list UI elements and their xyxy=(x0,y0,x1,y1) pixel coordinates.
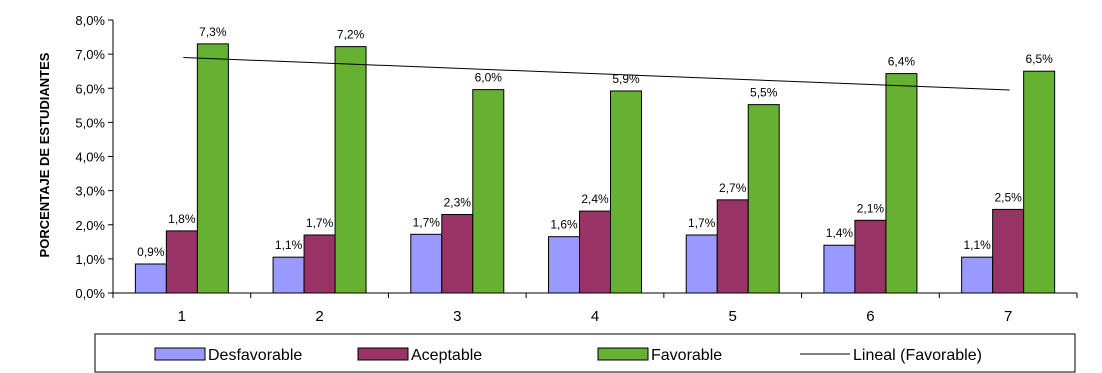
x-tick-label: 4 xyxy=(591,308,599,325)
bar-desfavorable xyxy=(823,244,856,294)
y-tick-label: 1,0% xyxy=(75,252,105,267)
data-label: 1,1% xyxy=(275,238,303,252)
x-tick-label: 5 xyxy=(729,308,737,325)
bar-aceptable xyxy=(716,199,749,294)
trendline-line xyxy=(183,57,1010,91)
bar-aceptable xyxy=(992,208,1025,294)
data-label: 2,7% xyxy=(719,181,747,195)
data-label: 7,2% xyxy=(337,28,365,42)
legend-label: Lineal (Favorable) xyxy=(853,347,982,364)
data-label: 2,3% xyxy=(444,196,472,210)
y-tick-label: 5,0% xyxy=(75,115,105,130)
data-label: 0,9% xyxy=(137,245,165,259)
x-axis: 1 2 3 4 5 6 7 xyxy=(112,292,1078,325)
y-tick-label: 2,0% xyxy=(75,218,105,233)
legend-swatch-desfavorable xyxy=(154,347,206,361)
data-label: 1,7% xyxy=(688,216,716,230)
x-tick-label: 3 xyxy=(453,308,461,325)
legend-label: Desfavorable xyxy=(208,347,302,364)
bar-aceptable xyxy=(303,234,336,294)
y-tick-label: 3,0% xyxy=(75,184,105,199)
y-tick-label: 6,0% xyxy=(75,81,105,96)
y-axis: 0,0% 1,0% 2,0% 3,0% 4,0% 5,0% 6,0% 7,0% 8,0% xyxy=(75,13,114,301)
legend-swatch-aceptable xyxy=(357,347,409,361)
data-label: 6,4% xyxy=(888,55,916,69)
legend: Desfavorable Aceptable Favorable Lineal (Fa… xyxy=(94,333,1076,373)
bar-aceptable xyxy=(854,219,887,294)
bar-favorable xyxy=(747,104,780,294)
x-tick-label: 1 xyxy=(178,308,186,325)
bar-desfavorable xyxy=(410,233,443,294)
bar-favorable xyxy=(885,73,918,294)
bar-favorable xyxy=(196,43,229,294)
data-label: 1,4% xyxy=(826,226,854,240)
data-label: 2,4% xyxy=(581,192,609,206)
bar-aceptable xyxy=(579,210,611,294)
legend-label: Favorable xyxy=(651,347,722,364)
data-label: 6,0% xyxy=(475,71,503,85)
bar-aceptable xyxy=(165,230,198,294)
data-label: 2,1% xyxy=(857,201,885,215)
bars xyxy=(134,43,1056,294)
bar-desfavorable xyxy=(548,236,580,294)
y-tick-label: 4,0% xyxy=(75,150,105,165)
bar-favorable xyxy=(472,89,505,294)
bar-desfavorable xyxy=(685,234,718,294)
data-label: 7,3% xyxy=(199,25,227,39)
data-label: 1,7% xyxy=(413,215,441,229)
legend-box xyxy=(94,333,1076,373)
data-label: 1,7% xyxy=(306,216,334,230)
data-label: 2,5% xyxy=(994,190,1022,204)
x-tick-label: 6 xyxy=(866,308,874,325)
bar-favorable xyxy=(334,46,367,294)
y-tick-label: 7,0% xyxy=(75,47,105,62)
data-label: 1,6% xyxy=(550,218,578,232)
y-tick-label: 0,0% xyxy=(75,286,105,301)
bar-favorable xyxy=(1023,70,1056,294)
x-tick-label: 7 xyxy=(1004,308,1012,325)
data-label: 6,5% xyxy=(1025,52,1053,66)
y-axis-title: PORCENTAJE DE ESTUDIANTES xyxy=(37,52,52,257)
data-label: 1,1% xyxy=(963,238,991,252)
data-label: 5,5% xyxy=(750,86,778,100)
bar-aceptable xyxy=(441,214,474,294)
trendline xyxy=(183,57,1010,91)
bar-desfavorable xyxy=(272,256,305,294)
legend-swatch-favorable xyxy=(597,347,649,361)
x-tick-label: 2 xyxy=(315,308,323,325)
data-label: 1,8% xyxy=(168,212,196,226)
bar-desfavorable xyxy=(961,256,994,294)
y-tick-label: 8,0% xyxy=(75,13,105,28)
bar-favorable xyxy=(610,90,642,294)
legend-label: Aceptable xyxy=(411,347,482,364)
bar-desfavorable xyxy=(134,263,167,294)
data-labels: 0,9% 1,1%1,7% 1,6% 1,7%1,4%1,1%1,8% 1,7%2,3%… xyxy=(137,25,1053,259)
